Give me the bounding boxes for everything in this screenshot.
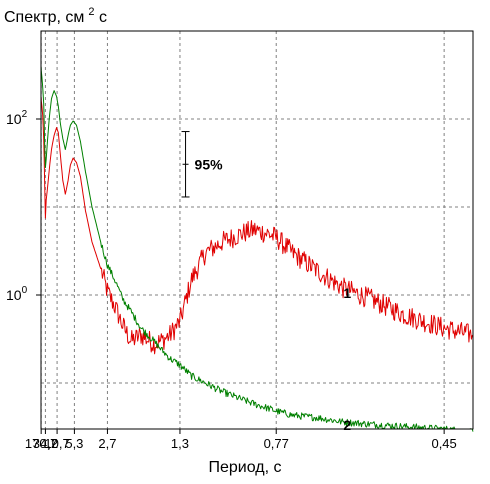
x-tick-label-1: 34,2 <box>33 436 58 451</box>
x-tick-label-6: 0,77 <box>264 436 289 451</box>
series-lines <box>40 65 474 432</box>
ci-label: 95% <box>195 156 224 172</box>
x-tick-label-4: 2,7 <box>98 436 116 451</box>
x-tick-label-7: 0,45 <box>431 436 456 451</box>
ticks: 170,734,210,75,3 2,7 1,3 0,77 0,45 102 100 <box>6 109 457 451</box>
y-axis-label: Спектр, см 2 с <box>4 6 107 26</box>
series-label-1: 1 <box>343 285 351 301</box>
series-labels: 12 <box>343 285 351 433</box>
plot-frame <box>40 30 474 430</box>
confidence-interval: 95% <box>181 131 224 198</box>
series-line-2 <box>40 65 474 432</box>
x-axis-label: Период, с <box>208 459 281 476</box>
x-tick-label-5: 1,3 <box>171 436 189 451</box>
y-tick-label-1: 100 <box>6 285 28 303</box>
x-tick-label-2: 10,7 <box>44 436 69 451</box>
x-tick-label-3: 5,3 <box>65 436 83 451</box>
x-tick-label-0: 170,7 <box>25 436 58 451</box>
series-line-1 <box>40 96 474 355</box>
y-tick-label-0: 102 <box>6 109 28 127</box>
series-label-2: 2 <box>343 417 351 433</box>
